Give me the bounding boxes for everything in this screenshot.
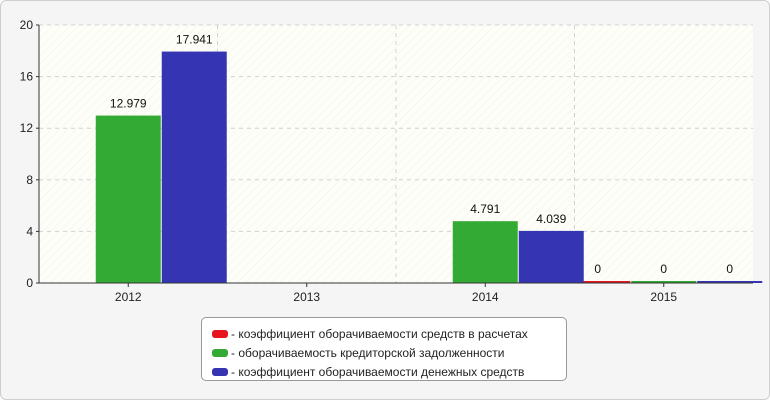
legend-item: - коэффициент оборачиваемости денежных с… xyxy=(212,362,566,381)
bar-2012-s2 xyxy=(161,51,227,284)
legend-prefix: - xyxy=(231,364,235,379)
y-tick-label: 12 xyxy=(20,121,34,135)
y-tick-label: 20 xyxy=(20,18,34,32)
y-tick-label: 8 xyxy=(26,173,33,187)
data-labels: 12.979 17.941 4.791 4.039 0 0 0 xyxy=(110,33,734,276)
bar-2012-s1 xyxy=(95,115,161,284)
data-label: 0 xyxy=(726,262,733,276)
data-label: 0 xyxy=(660,262,667,276)
legend-swatch-red xyxy=(212,329,228,338)
legend-label: оборачиваемость кредиторской задолженнос… xyxy=(238,345,505,360)
data-label: 0 xyxy=(594,262,601,276)
x-tick-label: 2012 xyxy=(115,290,142,304)
bar-2014-s2 xyxy=(518,230,584,283)
legend: - коэффициент оборачиваемости средств в … xyxy=(201,317,567,381)
y-tick-labels: 0 4 8 12 16 20 xyxy=(20,18,34,290)
bar-chart: 0 4 8 12 16 20 2012 2013 2014 2015 12.979 17.941 4… xyxy=(20,18,763,304)
data-label: 4.039 xyxy=(536,212,566,226)
x-tick-label: 2013 xyxy=(293,290,320,304)
x-tick-label: 2014 xyxy=(472,290,499,304)
bars xyxy=(95,51,763,284)
bar-2014-s1 xyxy=(452,221,518,283)
x-tick-label: 2015 xyxy=(650,290,677,304)
y-tick-label: 0 xyxy=(26,276,33,290)
bar-2015-s2 xyxy=(697,281,763,283)
legend-label: коэффициент оборачиваемости денежных сре… xyxy=(238,364,525,379)
x-tick-labels: 2012 2013 2014 2015 xyxy=(115,290,678,304)
legend-swatch-green xyxy=(212,348,228,357)
legend-prefix: - xyxy=(231,345,235,360)
y-tick-label: 4 xyxy=(26,224,33,238)
axes xyxy=(36,24,753,287)
data-label: 4.791 xyxy=(470,202,500,216)
legend-prefix: - xyxy=(231,326,235,341)
data-label: 17.941 xyxy=(176,33,213,47)
data-label: 12.979 xyxy=(110,97,147,111)
bar-2015-s0 xyxy=(565,281,631,283)
bar-2015-s1 xyxy=(631,281,697,283)
legend-item: - оборачиваемость кредиторской задолженн… xyxy=(212,343,566,362)
legend-item: - коэффициент оборачиваемости средств в … xyxy=(212,324,566,343)
legend-swatch-blue xyxy=(212,367,228,376)
legend-label: коэффициент оборачиваемости средств в ра… xyxy=(238,326,528,341)
y-tick-label: 16 xyxy=(20,70,34,84)
